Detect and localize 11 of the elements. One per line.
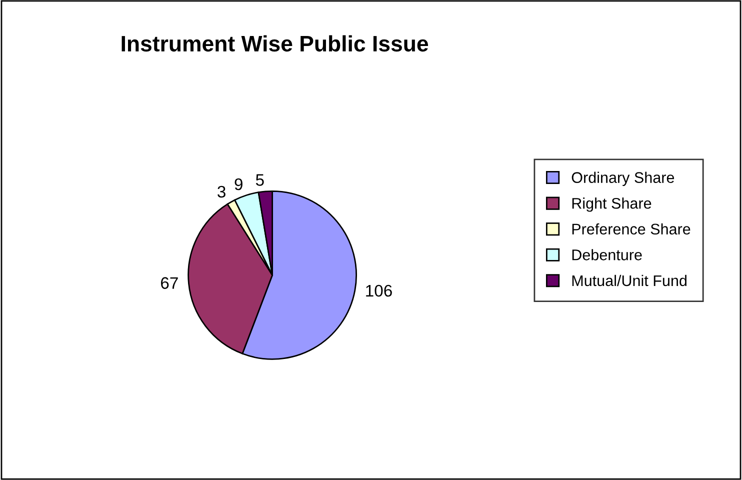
data-label: 5 bbox=[256, 174, 264, 186]
data-label: 106 bbox=[366, 284, 392, 297]
legend-label: Mutual/Unit Fund bbox=[572, 274, 686, 286]
data-label: 9 bbox=[234, 178, 242, 190]
legend-label: Right Share bbox=[572, 198, 652, 212]
chart-title: Instrument Wise Public Issue bbox=[122, 35, 428, 52]
legend-label: Debenture bbox=[572, 249, 642, 260]
data-label: 3 bbox=[218, 186, 226, 198]
legend-label: Ordinary Share bbox=[572, 172, 674, 186]
data-label: 67 bbox=[161, 277, 178, 289]
legend-label: Preference Share bbox=[572, 223, 690, 235]
